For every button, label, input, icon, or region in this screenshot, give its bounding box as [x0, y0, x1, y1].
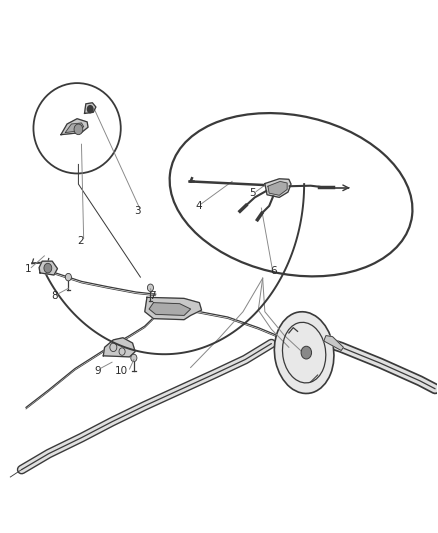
Circle shape — [148, 284, 153, 292]
Text: 6: 6 — [270, 266, 277, 276]
Circle shape — [74, 124, 83, 135]
Circle shape — [131, 354, 137, 362]
Text: 10: 10 — [115, 366, 128, 376]
Text: 3: 3 — [134, 206, 141, 216]
Polygon shape — [268, 181, 287, 195]
Circle shape — [87, 105, 94, 114]
Polygon shape — [61, 119, 88, 135]
Polygon shape — [85, 103, 96, 114]
Circle shape — [301, 346, 311, 359]
Circle shape — [44, 263, 52, 273]
Circle shape — [65, 273, 71, 281]
Polygon shape — [145, 297, 201, 320]
Polygon shape — [149, 303, 191, 316]
Polygon shape — [65, 123, 84, 133]
Ellipse shape — [274, 312, 334, 393]
Text: 2: 2 — [77, 236, 84, 246]
Polygon shape — [265, 179, 291, 197]
Text: 7: 7 — [149, 291, 156, 301]
Text: 8: 8 — [51, 291, 57, 301]
Polygon shape — [39, 261, 57, 275]
Text: 5: 5 — [250, 188, 256, 198]
Polygon shape — [103, 338, 135, 357]
Text: 9: 9 — [95, 366, 101, 376]
Polygon shape — [324, 336, 343, 351]
Text: 1: 1 — [25, 264, 32, 274]
Text: 4: 4 — [195, 201, 201, 211]
